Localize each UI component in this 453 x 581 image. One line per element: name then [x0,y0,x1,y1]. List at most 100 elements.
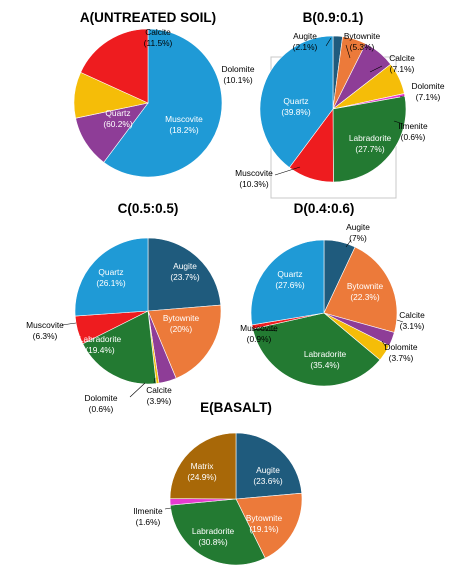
slice-label-labradorite: Labradorite (30.8%) [192,526,235,547]
pie-slice-augite [235,432,303,500]
slice-percent: (0.9%) [247,334,272,344]
slice-label-augite: Augite (23.7%) [170,261,200,282]
leader-line-ilmenite [393,120,404,125]
slice-percent: (35.4%) [310,360,340,370]
pie-chart-d-0-4-0-6: D(0.4:0.6) Augite (7%) Bytownite (22.3%) Calc… [240,201,425,387]
pie-slice-bytownite [323,246,398,333]
slice-name: Quartz [283,96,308,106]
slice-name: Dolomite [84,393,117,403]
pie-slice-augite [147,237,222,312]
slice-percent: (24.9%) [187,472,217,482]
leader-line-calcite [396,319,404,323]
slice-name: Labradorite [192,526,235,536]
slice-name: Augite [293,31,317,41]
pie-slice-matrix [169,432,237,500]
slice-name: Calcite [146,385,172,395]
slice-label-augite: Augite (23.6%) [253,465,283,486]
slice-percent: (6.3%) [33,331,58,341]
slice-label-quartz: Quartz (60.2%) [103,108,133,129]
slice-name: Labradorite [349,133,392,143]
slice-label-quartz: Quartz (27.6%) [275,269,305,290]
leader-line-bytownite [345,44,351,59]
slice-label-calcite: Calcite (11.5%) [144,27,173,48]
slice-name: Bytownite [163,313,200,323]
slice-percent: (7.1%) [416,92,441,102]
slice-percent: (1.6%) [136,517,161,527]
slice-label-augite: Augite (7%) [346,222,370,243]
chart-title: B(0.9:0.1) [303,10,364,25]
slice-label-quartz: Quartz (39.8%) [281,96,311,117]
pie-chart-c-0-5-0-5: C(0.5:0.5) Augite (23.7%) Bytownite (20%) Cal… [26,201,222,414]
slice-percent: (18.2%) [169,125,199,135]
leader-line-dolomite [129,382,146,398]
slice-percent: (23.7%) [170,272,200,282]
leader-line-ilmenite [164,507,172,510]
slice-label-labradorite: Labradorite (19.4%) [79,334,122,355]
slice-percent: (7.1%) [390,64,415,74]
slice-name: Ilmenite [398,121,428,131]
pie-slice-bytownite [235,492,303,559]
chart-title: C(0.5:0.5) [118,201,179,216]
slice-percent: (10.3%) [239,179,269,189]
slice-label-muscovite: Muscovite (10.3%) [235,168,273,189]
slice-label-quartz: Quartz (26.1%) [96,267,126,288]
slice-label-matrix: Matrix (24.9%) [187,461,217,482]
pie-chart-a-untreated-soil: A(UNTREATED SOIL) Quartz (60.2%) Calcite (11… [73,10,255,178]
slice-percent: (2.1%) [293,42,318,52]
pie-slice-bytownite [147,304,222,379]
slice-percent: (0.6%) [401,132,426,142]
slice-label-ilmenite: Ilmenite (0.6%) [398,121,428,142]
slice-percent: (19.1%) [249,524,279,534]
slice-percent: (3.1%) [400,321,425,331]
pie-slice-quartz [250,239,325,326]
slice-percent: (26.1%) [96,278,126,288]
chart-title: D(0.4:0.6) [294,201,355,216]
slice-label-augite: Augite (2.1%) [293,31,318,52]
slice-name: Labradorite [304,349,347,359]
slice-name: Quartz [277,269,302,279]
leader-line-augite [345,239,352,248]
slice-name: Bytownite [347,281,384,291]
slice-label-muscovite: Muscovite (6.3%) [26,320,64,341]
slice-percent: (7%) [349,233,367,243]
pie-slice-labradorite [169,498,266,566]
leader-line-muscovite [61,322,77,326]
slice-percent: (23.6%) [253,476,283,486]
pie-slice-labradorite [252,312,381,387]
slice-name: Quartz [105,108,130,118]
slice-label-dolomite: Dolomite (3.7%) [384,342,417,363]
leader-line-augite [325,37,332,47]
pie-chart-b-0-9-0-1: B(0.9:0.1) Augite (2.1%) Bytownite (5.3%) Cal… [235,10,445,199]
slice-label-bytownite: Bytownite (5.3%) [344,31,381,52]
slice-name: Muscovite [235,168,273,178]
slice-label-calcite: Calcite (3.9%) [146,385,172,406]
pie-chart-e-basalt: E(BASALT) Augite (23.6%) Bytownite (19.1%) La… [133,400,303,566]
slice-percent: (27.7%) [355,144,385,154]
slice-percent: (3.7%) [389,353,414,363]
leader-line-dolomite [399,95,405,98]
slice-percent: (10.1%) [223,75,253,85]
slice-name: Calcite [145,27,171,37]
slice-name: Dolomite [384,342,417,352]
leader-line-muscovite [251,328,278,332]
slice-label-bytownite: Bytownite (19.1%) [246,513,283,534]
chart-title: E(BASALT) [200,400,272,415]
pie-slice-labradorite [82,310,157,385]
slice-label-bytownite: Bytownite (22.3%) [347,281,384,302]
slice-name: Matrix [191,461,215,471]
slice-name: Augite [173,261,197,271]
pie-slice-muscovite [80,28,149,104]
slice-percent: (20%) [170,324,193,334]
slice-label-bytownite: Bytownite (20%) [163,313,200,334]
slice-percent: (30.8%) [198,537,228,547]
slice-label-labradorite: Labradorite (35.4%) [304,349,347,370]
slice-label-ilmenite: Ilmenite (1.6%) [133,506,163,527]
slice-name: Calcite [399,310,425,320]
slice-name: Muscovite [165,114,203,124]
slice-label-calcite: Calcite (7.1%) [389,53,415,74]
slice-percent: (39.8%) [281,107,311,117]
leader-line-muscovite [274,166,301,176]
leader-line-calcite [153,377,156,384]
slice-label-muscovite: Muscovite (18.2%) [165,114,203,135]
